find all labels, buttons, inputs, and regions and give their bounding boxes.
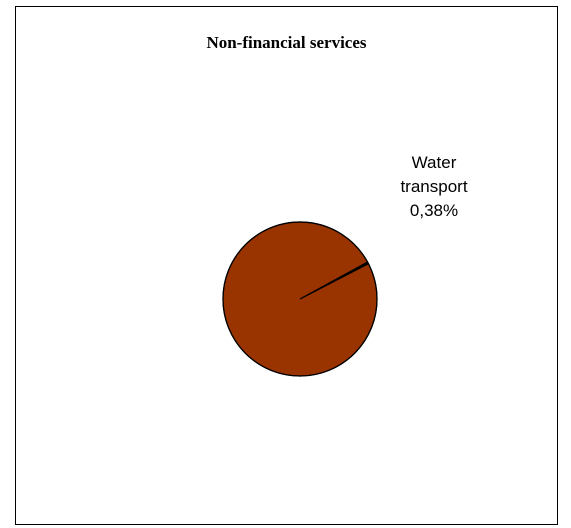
pie-slice-other bbox=[222, 221, 378, 377]
chart-title: Non-financial services bbox=[206, 33, 367, 52]
slice-label-value: 0,38% bbox=[409, 201, 459, 220]
slice-label-name-line2: transport bbox=[400, 177, 468, 196]
slice-label-name-line1: Water bbox=[411, 153, 457, 172]
slice-label-water-transport: Water transport 0,38% bbox=[374, 151, 494, 223]
pie-outline bbox=[222, 221, 378, 377]
pie-chart bbox=[222, 221, 378, 377]
chart-area: Non-financial services Water transport 0… bbox=[15, 6, 558, 525]
